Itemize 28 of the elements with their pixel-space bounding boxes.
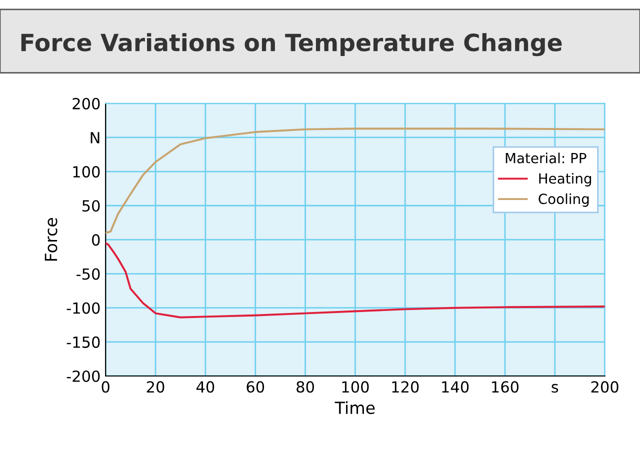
x-tick-label: 120 <box>392 381 419 393</box>
legend-title: Material: PP <box>506 152 586 164</box>
x-tick-label: 80 <box>296 381 314 393</box>
legend-label: Heating <box>539 173 592 186</box>
y-tick-label: -50 <box>76 268 100 280</box>
x-tick-label: 160 <box>492 381 519 393</box>
x-tick-label: 0 <box>102 381 110 393</box>
y-tick-label: 200 <box>72 98 100 110</box>
legend-label: Cooling <box>538 193 589 207</box>
line-series <box>106 128 605 234</box>
y-tick-label: 50 <box>82 200 100 212</box>
x-tick-label: 20 <box>146 381 164 393</box>
y-axis-title: Force <box>44 218 58 261</box>
x-tick-label: s <box>552 384 558 393</box>
y-tick-label: -100 <box>66 302 100 314</box>
x-tick-label: 200 <box>591 381 618 393</box>
x-tick-label: 60 <box>246 381 264 393</box>
x-axis-title: Time <box>334 401 375 414</box>
y-tick-label: -150 <box>66 336 100 348</box>
x-tick-label: 140 <box>442 381 469 393</box>
y-tick-label: 0 <box>92 234 100 246</box>
line-series <box>106 242 605 318</box>
y-tick-label: N <box>90 132 100 144</box>
y-tick-label: 100 <box>73 166 100 178</box>
x-tick-label: 40 <box>196 381 214 393</box>
chart-title: Force Variations on Temperature Change <box>21 33 562 56</box>
y-tick-label: -200 <box>66 370 100 382</box>
x-tick-label: 100 <box>342 381 369 393</box>
